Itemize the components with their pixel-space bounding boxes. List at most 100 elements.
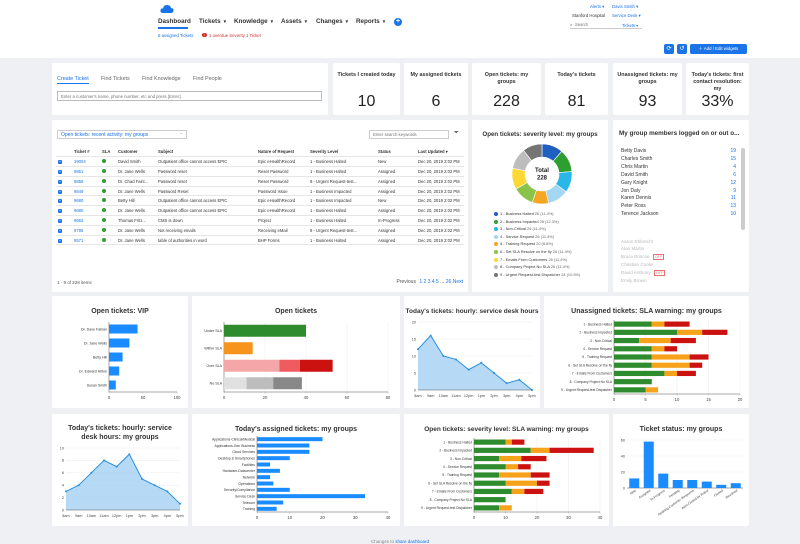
- bar-segment[interactable]: [474, 505, 500, 511]
- bar[interactable]: [257, 506, 277, 511]
- bar-segment[interactable]: [670, 337, 696, 344]
- col-header[interactable]: Status: [376, 147, 416, 158]
- bar-segment[interactable]: [511, 488, 525, 495]
- col-header[interactable]: Severity Level: [308, 147, 376, 158]
- kpi-card-my-assigned[interactable]: My assigned tickets 6: [404, 63, 468, 115]
- bar-segment[interactable]: [677, 370, 696, 377]
- bar-segment[interactable]: [224, 342, 253, 355]
- bar-segment[interactable]: [614, 346, 652, 352]
- legend-item[interactable]: 9 - Urgent Request-test Dispatcher 24 (1…: [494, 271, 606, 279]
- tab-create-ticket[interactable]: Create Ticket: [57, 76, 89, 82]
- view-select[interactable]: Open tickets: recent activity: my groups…: [57, 130, 187, 139]
- expand-row-icon[interactable]: +: [58, 189, 62, 194]
- bar[interactable]: [109, 380, 116, 390]
- nav-tickets[interactable]: Tickets ▼: [199, 18, 227, 25]
- offline-member-row[interactable]: Bruce Briscoe OFF: [621, 253, 736, 261]
- bar[interactable]: [109, 324, 138, 334]
- bar[interactable]: [257, 487, 290, 492]
- bar-segment[interactable]: [524, 488, 544, 495]
- bar[interactable]: [257, 437, 323, 442]
- ticket-id-link[interactable]: 9680: [72, 205, 100, 217]
- legend-item[interactable]: 2 - Business Impacted 28 (12.3%): [494, 218, 606, 226]
- bar[interactable]: [687, 480, 698, 488]
- bar-segment[interactable]: [474, 497, 506, 503]
- bar[interactable]: [730, 483, 741, 488]
- bar-segment[interactable]: [246, 377, 274, 390]
- col-header[interactable]: Customer: [116, 147, 156, 158]
- col-header[interactable]: Nature of Request: [256, 147, 308, 158]
- bar-segment[interactable]: [499, 505, 512, 511]
- alerts-dropdown[interactable]: Alerts ▾: [590, 4, 605, 9]
- bar-segment[interactable]: [677, 329, 703, 335]
- bar[interactable]: [701, 481, 712, 488]
- data-point[interactable]: [429, 334, 432, 337]
- bar-segment[interactable]: [651, 362, 690, 368]
- pager-page[interactable]: 1: [419, 279, 423, 285]
- bar-segment[interactable]: [474, 464, 506, 470]
- member-count[interactable]: 10: [730, 211, 736, 218]
- legend-item[interactable]: 4 - Service Request 26 (11.4%): [494, 233, 606, 241]
- member-row[interactable]: Charles Smith 15: [621, 156, 736, 164]
- bar[interactable]: [658, 473, 669, 488]
- ticket-id-link[interactable]: 9571: [72, 235, 100, 246]
- offline-member-row[interactable]: Christian Cooks: [621, 261, 736, 268]
- bar-segment[interactable]: [664, 370, 677, 377]
- data-point[interactable]: [77, 484, 80, 487]
- data-point[interactable]: [141, 478, 143, 480]
- expand-row-icon[interactable]: +: [58, 238, 62, 243]
- series-line[interactable]: [65, 453, 181, 505]
- bar[interactable]: [643, 441, 654, 488]
- data-point[interactable]: [128, 453, 131, 456]
- customer-search-input[interactable]: [57, 91, 322, 101]
- tab-find-tickets[interactable]: Find Tickets: [101, 76, 130, 82]
- pager-previous[interactable]: Previous: [396, 279, 416, 285]
- member-row[interactable]: Terence Jackson 10: [621, 211, 736, 219]
- table-row[interactable]: +9571 Dr. Jane Wells table of authorities …: [56, 235, 464, 246]
- bar-segment[interactable]: [505, 480, 538, 486]
- bar-segment[interactable]: [645, 387, 659, 393]
- member-row[interactable]: Jon Daly 9: [621, 188, 736, 196]
- scrollbar[interactable]: [741, 148, 745, 230]
- bar-segment[interactable]: [651, 346, 665, 352]
- pie-slice[interactable]: [523, 143, 543, 162]
- bar-segment[interactable]: [614, 370, 665, 377]
- data-point[interactable]: [467, 368, 470, 371]
- refresh-icon[interactable]: ⟳: [664, 44, 674, 54]
- kpi-card-created-today[interactable]: Tickets I created today 10: [333, 63, 400, 115]
- table-row[interactable]: +9858 Dr. Chad Fairc... Password reset Rese…: [56, 176, 464, 187]
- bar-segment[interactable]: [474, 439, 506, 445]
- undo-icon[interactable]: ↺: [677, 44, 687, 54]
- ticket-id-link[interactable]: 9663: [72, 215, 100, 226]
- share-dashboard-link[interactable]: share dashboard: [395, 539, 430, 544]
- bar-segment[interactable]: [651, 354, 690, 360]
- kpi-card-todays-tickets[interactable]: Today's tickets 81: [545, 63, 608, 115]
- member-count[interactable]: 9: [733, 187, 736, 194]
- ticket-id-link[interactable]: 19004: [72, 156, 100, 168]
- bar-segment[interactable]: [505, 439, 512, 445]
- bar-segment[interactable]: [639, 337, 671, 344]
- member-count[interactable]: 13: [730, 203, 736, 210]
- unassigned-sla-bar-chart[interactable]: 1 - Business Halted 2 - Business Impacted…: [544, 316, 749, 406]
- expand-row-icon[interactable]: +: [58, 179, 62, 184]
- nav-knowledge[interactable]: Knowledge ▼: [234, 18, 274, 25]
- data-point[interactable]: [417, 348, 419, 351]
- kpi-card-open-my-groups[interactable]: Open tickets: my groups 228: [472, 63, 541, 115]
- bar-segment[interactable]: [614, 329, 677, 335]
- assigned-groups-bar-chart[interactable]: Applications-Clinical/Medical Application…: [192, 436, 400, 524]
- global-search[interactable]: ⌕ Tickets ▾: [570, 21, 642, 29]
- expand-row-icon[interactable]: +: [58, 209, 62, 214]
- bar-segment[interactable]: [518, 464, 531, 470]
- bar-segment[interactable]: [537, 480, 550, 486]
- pager-page[interactable]: 2: [423, 279, 427, 285]
- data-point[interactable]: [153, 484, 156, 487]
- bar-segment[interactable]: [474, 472, 500, 478]
- bar[interactable]: [716, 484, 727, 488]
- bar[interactable]: [257, 449, 310, 454]
- offline-member-row[interactable]: Alan Martin: [621, 245, 736, 252]
- expand-row-icon[interactable]: +: [58, 199, 62, 204]
- member-count[interactable]: 4: [733, 163, 736, 170]
- bar-segment[interactable]: [614, 379, 652, 385]
- bar-segment[interactable]: [530, 447, 550, 453]
- tab-find-people[interactable]: Find People: [193, 76, 222, 82]
- bar[interactable]: [257, 443, 310, 448]
